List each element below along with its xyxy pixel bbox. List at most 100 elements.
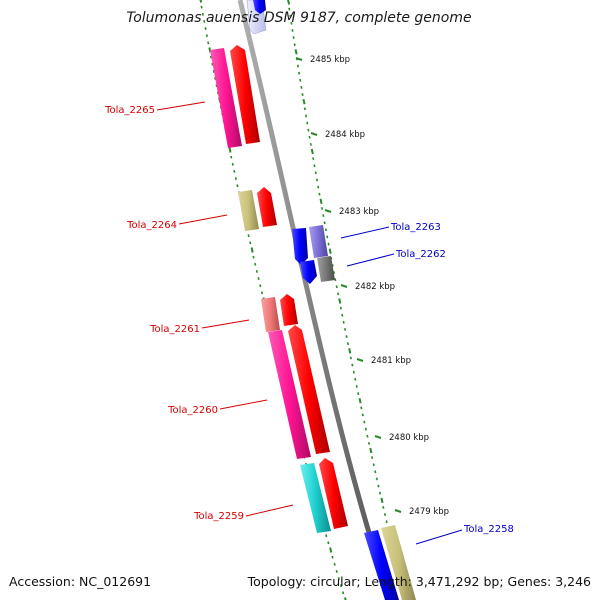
inner-tick-mark [331, 555, 334, 559]
outer-tick-mark [292, 36, 295, 40]
outer-tick-mark [312, 157, 315, 161]
outer-tick-mark [379, 491, 382, 495]
gene-label-tola-2264[interactable]: Tola_2264 [126, 220, 177, 231]
kbp-tick-mark [356, 358, 364, 362]
outer-tick-mark [341, 313, 344, 317]
outer-tick-mark [342, 320, 345, 324]
leader-line-tola-2261 [201, 319, 250, 329]
outer-tick-mark [346, 342, 350, 346]
outer-tick-mark [360, 406, 363, 410]
leader-line-tola-2259 [245, 504, 294, 517]
inner-tick-mark [204, 27, 207, 30]
inner-tick-mark [230, 155, 233, 159]
kbp-tick-label: 2485 kbp [310, 55, 350, 65]
outer-tick-mark [326, 235, 329, 239]
accession-text: Accession: NC_012691 [9, 574, 152, 589]
inner-tick-mark [249, 241, 252, 245]
feature-tola-2258-cds [364, 530, 399, 600]
outer-tick-mark [337, 292, 340, 296]
feature-tola-2260-gene [268, 330, 311, 459]
outer-tick-mark [320, 207, 324, 210]
inner-tick-mark [209, 55, 213, 59]
outer-tick-mark [299, 78, 302, 82]
kbp-tick-label: 2479 kbp [409, 507, 449, 517]
outer-tick-mark [383, 513, 387, 516]
outer-tick-mark [291, 29, 294, 32]
outer-tick-mark [319, 198, 323, 205]
gene-label-tola-2260[interactable]: Tola_2260 [167, 405, 218, 416]
inner-tick-mark [201, 12, 204, 16]
outer-tick-mark [357, 392, 360, 395]
outer-tick-mark [361, 413, 364, 417]
outer-tick-mark [296, 64, 300, 68]
outer-tick-mark [358, 397, 362, 404]
kbp-tick-label: 2481 kbp [371, 356, 411, 366]
outer-tick-mark [380, 497, 384, 504]
feature-tola-2264-cds [257, 187, 277, 227]
outer-tick-mark [372, 463, 375, 467]
outer-tick-mark [371, 456, 374, 460]
outer-tick-mark [382, 506, 385, 509]
outer-tick-mark [310, 148, 314, 155]
outer-tick-mark [374, 470, 377, 474]
cds-top-blue [253, 0, 266, 14]
outer-tick-mark [298, 71, 301, 75]
gene-label-tola-2263[interactable]: Tola_2263 [390, 222, 441, 233]
outer-tick-mark [377, 484, 380, 488]
inner-tick-mark [255, 270, 258, 273]
inner-tick-mark [342, 591, 345, 595]
feature-tola-2262-cds [300, 260, 317, 284]
kbp-tick-label: 2483 kbp [339, 207, 379, 217]
outer-tick-mark [339, 306, 342, 310]
outer-tick-mark [315, 178, 319, 182]
feature-tola-2265-gene [210, 48, 242, 148]
outer-tick-mark [332, 271, 336, 274]
outer-tick-mark [314, 171, 317, 175]
outer-tick-mark [322, 214, 325, 217]
leader-line-tola-2263 [340, 226, 390, 239]
inner-tick-mark [231, 162, 234, 166]
feature-tola-2264-gene [238, 190, 259, 231]
inner-tick-mark [211, 62, 214, 66]
outer-tick-mark [327, 242, 330, 246]
outer-tick-mark [328, 248, 332, 254]
inner-tick-mark [200, 5, 203, 9]
leader-line-tola-2260 [219, 399, 268, 410]
outer-tick-mark [367, 441, 371, 445]
genome-summary-text: Topology: circular; Length: 3,471,292 bp… [247, 574, 591, 589]
feature-tola-2258-gene [381, 525, 416, 600]
outer-tick-mark [313, 164, 316, 168]
inner-tick-mark [260, 291, 264, 295]
outer-tick-mark [303, 107, 306, 111]
kbp-tick-mark [310, 132, 318, 136]
inner-tick-mark [208, 47, 212, 53]
gene-label-tola-2262[interactable]: Tola_2262 [395, 249, 446, 260]
kbp-tick-label: 2482 kbp [355, 282, 395, 292]
gene-labels: Tola_2265 Tola_2264 Tola_2261 Tola_2260 Tola… [104, 101, 514, 545]
outer-tick-mark [294, 49, 298, 55]
feature-tola-2263-gene [309, 225, 328, 258]
gene-label-tola-2258[interactable]: Tola_2258 [463, 524, 514, 535]
gene-label-tola-2265[interactable]: Tola_2265 [104, 105, 155, 116]
feature-tola-2265-cds [230, 45, 260, 144]
outer-tick-mark [348, 348, 352, 354]
inner-tick-mark [333, 562, 336, 566]
outer-tick-mark [345, 335, 348, 339]
feature-tola-2261-cds [280, 294, 298, 326]
inner-tick-mark [205, 34, 208, 38]
outer-tick-mark [385, 520, 388, 524]
outer-tick-mark [364, 427, 367, 431]
outer-tick-mark [366, 434, 369, 438]
gene-label-tola-2259[interactable]: Tola_2259 [193, 511, 244, 522]
outer-tick-mark [288, 7, 291, 11]
outer-tick-mark [309, 142, 312, 146]
outer-tick-mark [318, 192, 321, 196]
inner-tick-mark [339, 584, 343, 588]
feature-tola-2262-gene [317, 256, 335, 282]
kbp-tick-mark [295, 57, 303, 61]
outer-tick-mark [375, 477, 378, 481]
inner-tick-mark [233, 170, 236, 173]
feature-tola-2259-gene [300, 463, 331, 533]
gene-label-tola-2261[interactable]: Tola_2261 [149, 324, 200, 335]
outer-tick-mark [355, 385, 358, 388]
